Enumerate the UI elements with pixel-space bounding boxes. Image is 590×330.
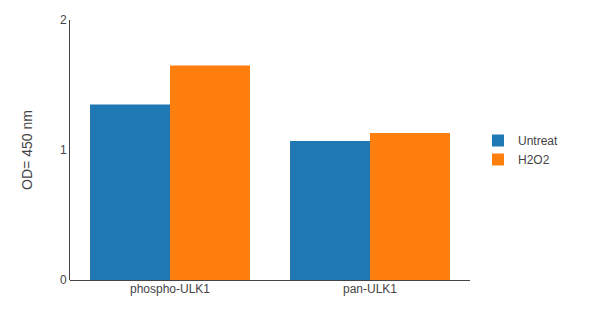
- svg-text:H2O2: H2O2: [518, 153, 550, 167]
- svg-text:phospho-ULK1: phospho-ULK1: [130, 282, 210, 296]
- svg-text:pan-ULK1: pan-ULK1: [343, 282, 397, 296]
- svg-text:Untreat: Untreat: [518, 134, 558, 148]
- svg-text:2: 2: [60, 13, 67, 27]
- svg-text:0: 0: [60, 273, 67, 287]
- svg-text:1: 1: [60, 143, 67, 157]
- svg-text:OD= 450 nm: OD= 450 nm: [19, 110, 35, 190]
